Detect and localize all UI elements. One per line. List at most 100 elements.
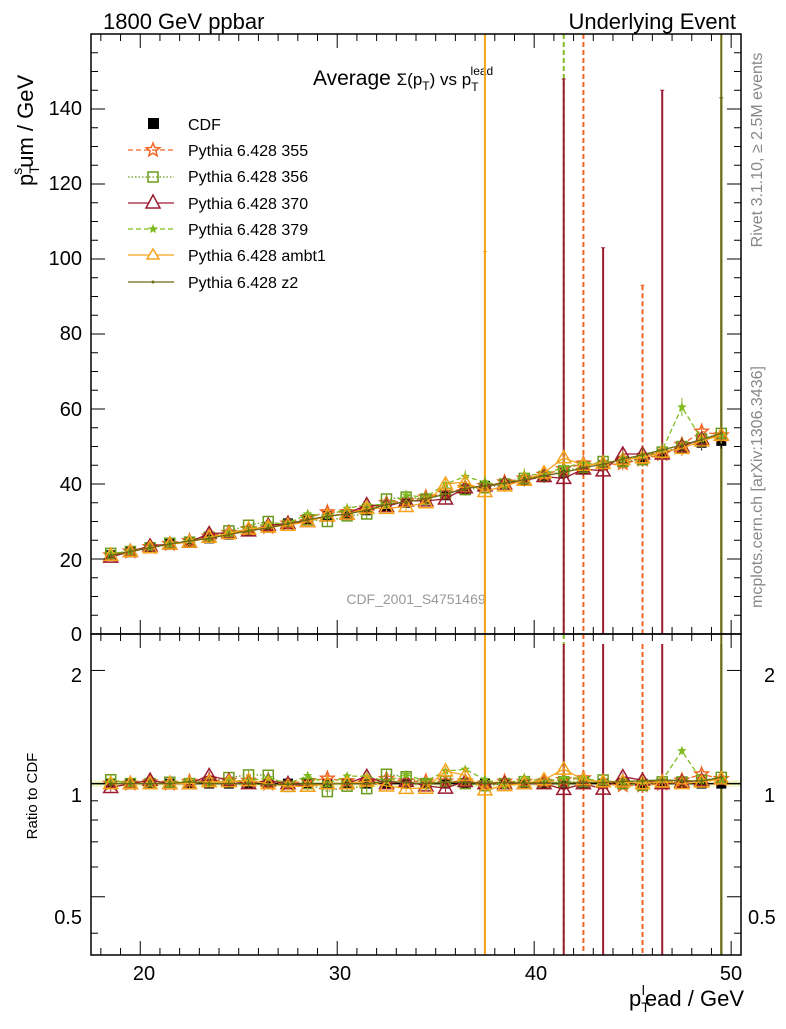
data-point: [168, 542, 172, 546]
plot-title-sub: T: [422, 79, 430, 93]
data-point: [365, 508, 369, 512]
data-point: [128, 550, 132, 553]
data-point: [562, 470, 566, 474]
data-point: [594, 462, 612, 477]
ratio-point: [141, 775, 159, 790]
y-tick-label-ratio-right: 0.5: [748, 907, 776, 929]
legend-label: Pythia 6.428 z2: [188, 275, 298, 292]
legend-marker-370: [128, 193, 174, 209]
data-point: [700, 438, 704, 442]
legend-item: Pythia 6.428 370: [128, 193, 308, 213]
ratio-point: [660, 778, 664, 782]
legend-item: Pythia 6.428 z2: [128, 275, 298, 292]
ratio-point: [673, 775, 691, 790]
analysis-id: CDF_2001_S4751469: [346, 591, 486, 607]
legend-label: Pythia 6.428 356: [188, 169, 308, 186]
ratio-point: [496, 777, 513, 792]
y-tick-label-ratio-right: 2: [764, 665, 775, 687]
legend-item: CDF: [148, 117, 221, 134]
data-point: [542, 474, 546, 478]
ratio-point: [601, 781, 605, 785]
legend-label: Pythia 6.428 370: [188, 196, 308, 213]
header-right: Underlying Event: [568, 9, 736, 34]
data-point: [404, 500, 408, 504]
ratio-point: [299, 777, 316, 793]
ratio-point: [444, 780, 448, 784]
series-line-ratio: [110, 773, 722, 787]
ratio-point: [719, 775, 723, 779]
y-axis-label-main: pTsum / GeV: [9, 75, 42, 186]
data-point: [444, 492, 448, 496]
ratio-point: [365, 782, 369, 786]
ratio-point: [634, 775, 651, 790]
y-tick-label-main: 20: [60, 550, 82, 572]
ratio-point: [187, 780, 191, 784]
ratio-point: [562, 781, 566, 785]
data-point: [345, 512, 349, 516]
ratio-point: [581, 780, 585, 784]
ratio-point: [279, 777, 297, 793]
data-point: [424, 497, 428, 501]
ratio-point: [148, 782, 152, 786]
ratio-point: [401, 769, 411, 779]
ratio-point: [417, 779, 435, 794]
legend-marker-356: [128, 171, 174, 183]
data-point: [673, 439, 691, 455]
data-point: [109, 553, 113, 557]
x-axis-label: pTlead / GeV: [629, 982, 744, 1015]
ratio-point: [653, 773, 671, 788]
data-point: [522, 478, 526, 482]
ratio-point: [102, 779, 120, 794]
ratio-point: [286, 782, 290, 786]
plot-title-sigma: Σ(p: [397, 70, 423, 89]
ratio-point: [227, 782, 231, 786]
y-tick-label-ratio-right: 1: [764, 785, 775, 807]
legend-marker-355: [128, 140, 174, 158]
tick-layer: [91, 33, 741, 955]
ratio-point: [247, 782, 251, 786]
ratio-point: [319, 775, 336, 790]
ratio-point: [240, 775, 257, 790]
data-point: [601, 462, 605, 466]
series-line-ratio: [110, 776, 722, 786]
ratio-point: [384, 779, 388, 783]
ratio-point: [483, 782, 487, 786]
x-tick-label: 20: [133, 963, 155, 985]
data-point: [483, 484, 487, 488]
x-tick-label: 40: [525, 963, 547, 985]
y-label-rest: um / GeV: [13, 75, 38, 168]
data-point: [417, 494, 435, 509]
ratio-point: [128, 782, 132, 786]
legend: CDF Pythia 6.428 355 Pythia 6.428 356 Py…: [128, 117, 326, 292]
legend-item: Pythia 6.428 356: [128, 169, 308, 186]
series-line-ratio: [110, 749, 722, 787]
y-tick-label-ratio: 2: [71, 665, 82, 687]
plot-title-sub2: T: [471, 80, 479, 94]
y-label-sub: T: [26, 165, 42, 174]
x-label-sup: l: [642, 982, 645, 998]
ratio-point: [641, 779, 645, 783]
y-tick-label-ratio: 1: [71, 785, 82, 807]
y-tick-label-main: 80: [60, 323, 82, 345]
legend-item: Pythia 6.428 355: [128, 140, 308, 160]
ratio-point: [122, 775, 139, 790]
ratio-point: [463, 780, 467, 784]
series-line-main: [110, 432, 722, 555]
x-label-sub: T: [641, 999, 650, 1015]
ratio-point: [594, 773, 612, 788]
data-point: [286, 522, 290, 526]
plot-title-prefix: Average: [313, 67, 397, 90]
ratio-point: [102, 775, 120, 790]
x-tick-label: 30: [329, 963, 351, 985]
data-point: [641, 453, 645, 457]
data-point: [306, 518, 310, 522]
ratio-point: [325, 782, 329, 786]
ratio-point: [503, 780, 507, 784]
legend-label: CDF: [188, 117, 221, 134]
ratio-point: [555, 780, 573, 796]
ratio-point: [480, 774, 490, 784]
data-point: [437, 490, 454, 505]
x-label-p: p: [629, 986, 641, 1011]
data-point: [677, 402, 687, 412]
data-point: [621, 457, 625, 461]
